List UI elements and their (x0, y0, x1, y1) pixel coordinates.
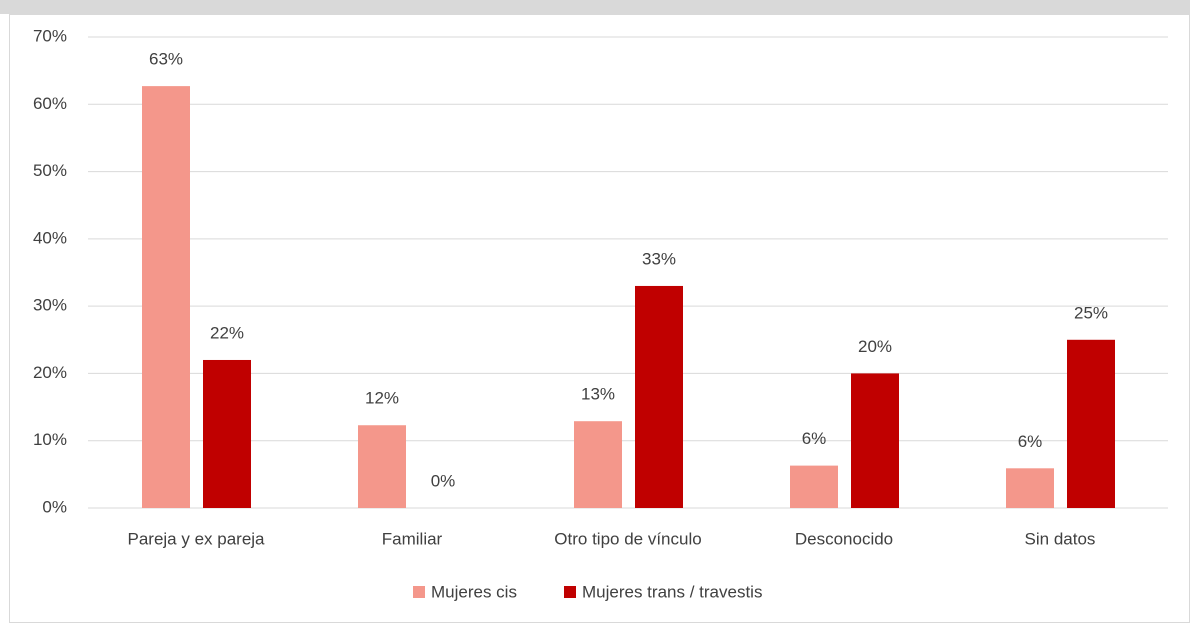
data-label: 6% (1018, 432, 1043, 451)
legend-swatch (413, 586, 425, 598)
legend-label: Mujeres cis (431, 582, 517, 601)
y-tick-label: 40% (33, 228, 67, 247)
y-tick-label: 20% (33, 363, 67, 382)
y-tick-label: 50% (33, 161, 67, 180)
x-tick-label: Desconocido (795, 529, 893, 548)
y-tick-label: 0% (42, 497, 67, 516)
bar (1006, 468, 1054, 508)
bar (574, 421, 622, 508)
data-label: 20% (858, 337, 892, 356)
top-strip (0, 0, 1190, 14)
legend-label: Mujeres trans / travestis (582, 582, 762, 601)
data-label: 22% (210, 323, 244, 342)
x-tick-label: Familiar (382, 529, 443, 548)
data-label: 13% (581, 385, 615, 404)
data-label: 33% (642, 249, 676, 268)
data-label: 63% (149, 50, 183, 69)
data-label: 6% (802, 429, 827, 448)
bar (851, 373, 899, 508)
chart-frame (9, 14, 1190, 623)
data-label: 25% (1074, 303, 1108, 322)
bar (1067, 339, 1115, 508)
x-tick-label: Sin datos (1025, 529, 1096, 548)
y-tick-label: 70% (33, 26, 67, 45)
y-tick-label: 30% (33, 296, 67, 315)
y-tick-label: 60% (33, 94, 67, 113)
bar (358, 425, 406, 508)
data-label: 12% (365, 389, 399, 408)
legend-swatch (564, 586, 576, 598)
x-tick-label: Otro tipo de vínculo (554, 529, 701, 548)
bar (790, 465, 838, 508)
y-tick-label: 10% (33, 430, 67, 449)
x-tick-label: Pareja y ex pareja (127, 529, 265, 548)
bar (142, 86, 190, 509)
bar (203, 359, 251, 508)
bar (635, 285, 683, 508)
data-label: 0% (431, 471, 456, 490)
